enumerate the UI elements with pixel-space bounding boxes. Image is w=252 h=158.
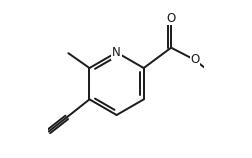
Text: O: O bbox=[191, 53, 200, 66]
Text: O: O bbox=[167, 12, 176, 25]
Text: N: N bbox=[112, 46, 121, 59]
